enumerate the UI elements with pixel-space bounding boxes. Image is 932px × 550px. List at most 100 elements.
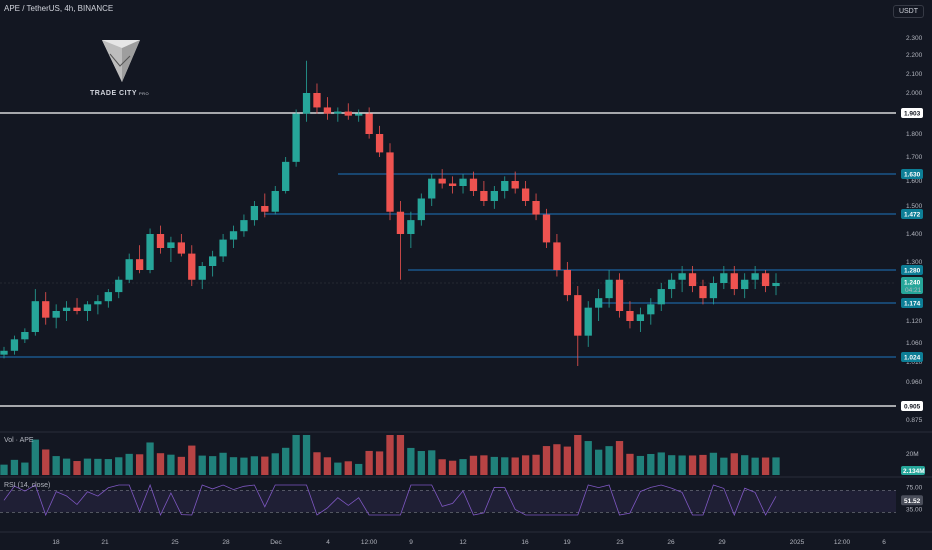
candle-body bbox=[313, 93, 321, 108]
last-price-label: 1.240 bbox=[904, 280, 921, 287]
candle-body bbox=[323, 107, 332, 114]
volume-bar bbox=[688, 455, 697, 475]
candle-body bbox=[229, 231, 238, 240]
price-tick-label: 1.500 bbox=[906, 203, 923, 210]
candle-body bbox=[480, 191, 488, 201]
price-tick-label: 1.010 bbox=[906, 359, 923, 366]
volume-bar bbox=[407, 447, 415, 475]
candle-body bbox=[156, 234, 165, 248]
candle-body bbox=[563, 270, 572, 296]
volume-bar bbox=[208, 456, 217, 475]
candle-body bbox=[730, 273, 738, 290]
candle-body bbox=[261, 206, 269, 212]
volume-bar bbox=[261, 456, 269, 475]
candle-body bbox=[21, 332, 29, 340]
candle-body bbox=[448, 183, 457, 186]
candle-body bbox=[532, 201, 540, 215]
volume-bar bbox=[448, 460, 457, 475]
candle-body bbox=[386, 152, 394, 212]
time-tick-label: 4 bbox=[326, 539, 330, 546]
volume-bar bbox=[146, 442, 154, 475]
candle-body bbox=[469, 178, 478, 191]
candle-body bbox=[772, 283, 780, 287]
level-badge-label: 1.472 bbox=[904, 212, 921, 219]
last-price-badge bbox=[901, 277, 923, 294]
candle-body bbox=[375, 134, 384, 153]
volume-bar bbox=[355, 463, 363, 475]
rsi-tick-label: 75.00 bbox=[906, 485, 923, 492]
price-tick-label: 0.960 bbox=[906, 379, 923, 386]
candle-body bbox=[292, 113, 300, 162]
volume-bar bbox=[94, 458, 102, 475]
volume-bar bbox=[104, 459, 112, 475]
time-tick-label: 12 bbox=[459, 539, 467, 546]
candle-body bbox=[741, 279, 749, 290]
volume-bar bbox=[511, 457, 519, 475]
volume-bar bbox=[31, 439, 39, 475]
price-tick-label: 1.400 bbox=[906, 231, 923, 238]
rsi-pane-label[interactable]: RSI (14, close) bbox=[4, 482, 51, 489]
candle-body bbox=[94, 301, 102, 305]
candle-body bbox=[459, 178, 467, 186]
candle-body bbox=[615, 279, 624, 311]
candle-body bbox=[31, 301, 39, 332]
candle-body bbox=[355, 113, 363, 116]
volume-pane-label[interactable]: Vol · APE bbox=[4, 437, 34, 444]
volume-last-badge bbox=[901, 466, 925, 475]
candle-body bbox=[198, 266, 206, 280]
candle-body bbox=[146, 234, 154, 270]
price-tick-label: 2.000 bbox=[906, 90, 923, 97]
candle-body bbox=[125, 259, 133, 280]
candle-body bbox=[365, 113, 373, 134]
price-tick-label: 2.200 bbox=[906, 52, 923, 59]
candle-body bbox=[282, 161, 290, 191]
candle-body bbox=[177, 242, 186, 254]
candle-body bbox=[584, 307, 592, 336]
volume-bar bbox=[323, 457, 332, 475]
volume-bar bbox=[125, 453, 133, 475]
volume-bar bbox=[647, 453, 655, 475]
volume-bar bbox=[459, 459, 467, 475]
volume-bar bbox=[292, 435, 300, 475]
volume-bar bbox=[761, 457, 770, 475]
time-tick-label: 12:00 bbox=[834, 539, 851, 546]
volume-bar bbox=[10, 459, 19, 475]
volume-bar bbox=[480, 455, 488, 475]
volume-last-label: 2.134M bbox=[903, 468, 925, 475]
price-tick-label: 1.120 bbox=[906, 318, 923, 325]
level-badge-label: 1.630 bbox=[904, 172, 921, 179]
candle-body bbox=[334, 111, 342, 114]
volume-bar bbox=[386, 435, 394, 475]
symbol-title[interactable]: APE / TetherUS, 4h, BINANCE bbox=[4, 4, 114, 13]
volume-bar bbox=[741, 455, 749, 475]
volume-bar bbox=[52, 456, 60, 475]
rsi-tick-label: 35.00 bbox=[906, 507, 923, 514]
volume-bar bbox=[532, 454, 540, 475]
volume-bar bbox=[365, 450, 373, 475]
candle-body bbox=[574, 295, 582, 336]
candle-body bbox=[542, 214, 551, 243]
rsi-last-badge bbox=[901, 495, 923, 506]
level-badge bbox=[901, 209, 923, 219]
candle-body bbox=[271, 191, 279, 212]
volume-bar bbox=[42, 449, 50, 475]
candle-body bbox=[668, 279, 676, 290]
level-badge-label: 0.905 bbox=[904, 404, 921, 411]
candle-body bbox=[0, 350, 8, 355]
price-tick-label: 1.800 bbox=[906, 131, 923, 138]
volume-bar bbox=[626, 453, 634, 475]
volume-bar bbox=[115, 457, 123, 475]
volume-bar bbox=[135, 454, 144, 475]
currency-badge[interactable]: USDT bbox=[892, 5, 924, 18]
level-badge bbox=[901, 169, 923, 179]
candle-body bbox=[720, 273, 728, 283]
countdown-label: 04:21 bbox=[905, 287, 922, 294]
volume-bar bbox=[21, 462, 29, 475]
time-tick-label: 16 bbox=[521, 539, 529, 546]
volume-bar bbox=[73, 461, 81, 475]
volume-bar bbox=[730, 453, 738, 475]
volume-bar bbox=[438, 459, 446, 475]
level-badge-label: 1.280 bbox=[904, 268, 921, 275]
candle-body bbox=[396, 211, 405, 234]
